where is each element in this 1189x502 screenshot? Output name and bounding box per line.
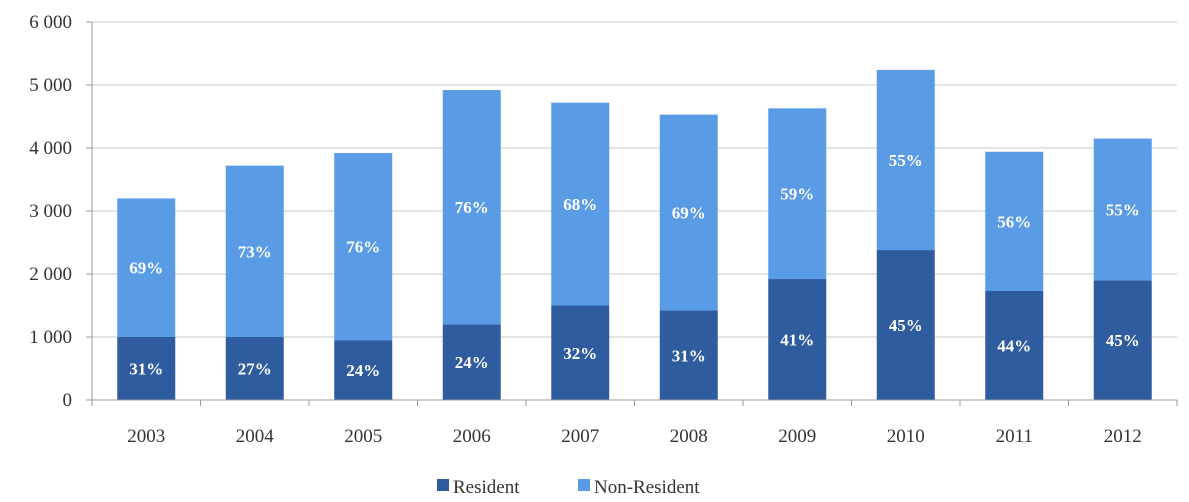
bar-non-resident-2005 (334, 153, 393, 341)
y-tick-label: 6 000 (29, 12, 72, 33)
bar-non-resident-2008 (659, 114, 718, 311)
bar-resident-2006 (442, 324, 501, 400)
data-label: 56% (997, 212, 1031, 231)
data-label: 45% (889, 316, 923, 335)
bar-non-resident-2004 (225, 165, 284, 337)
data-label: 69% (129, 259, 163, 278)
y-tick-label: 4 000 (29, 138, 72, 159)
x-axis-ticks: 2003 2004 2005 2006 2007 2008 2009 2010 2011 2012 (91, 400, 1178, 447)
x-tick-label: 2003 (127, 426, 165, 447)
y-tick-label: 5 000 (29, 75, 72, 96)
data-label: 69% (672, 204, 706, 223)
bar-non-resident-2006 (442, 90, 501, 325)
bar-non-resident-2007 (551, 102, 610, 306)
bar-non-resident-2011 (985, 151, 1044, 292)
data-label: 31% (129, 360, 163, 379)
bars (117, 69, 1152, 400)
x-tick-label: 2008 (670, 426, 708, 447)
data-label: 24% (455, 353, 489, 372)
data-label: 55% (889, 151, 923, 170)
legend-swatch (437, 479, 449, 491)
y-tick-label: 1 000 (29, 327, 72, 348)
bar-resident-2012 (1093, 280, 1152, 400)
data-label: 59% (780, 185, 814, 204)
legend-label: Resident (453, 477, 520, 498)
bar-resident-2004 (225, 337, 284, 400)
bar-resident-2010 (876, 250, 935, 400)
data-label: 68% (563, 195, 597, 214)
bar-resident-2007 (551, 305, 610, 400)
data-label: 44% (997, 337, 1031, 356)
data-label: 41% (780, 331, 814, 350)
x-tick-label: 2007 (561, 426, 599, 447)
x-tick-label: 2011 (996, 426, 1033, 447)
data-label: 45% (1106, 331, 1140, 350)
data-label: 76% (455, 198, 489, 217)
data-label: 31% (672, 346, 706, 365)
data-label: 24% (346, 361, 380, 380)
legend-label: Non-Resident (594, 477, 700, 498)
x-tick-label: 2005 (344, 426, 382, 447)
x-tick-label: 2004 (236, 426, 275, 447)
bar-non-resident-2009 (768, 108, 827, 280)
bar-non-resident-2003 (117, 198, 176, 337)
bar-resident-2011 (985, 291, 1044, 400)
bar-resident-2009 (768, 279, 827, 400)
y-tick-label: 3 000 (29, 201, 72, 222)
y-axis-ticks: 0 1 000 2 000 3 000 4 000 5 000 6 000 (29, 12, 92, 411)
data-label: 73% (238, 242, 272, 261)
data-label: 32% (563, 344, 597, 363)
bar-resident-2008 (659, 310, 718, 400)
bar-resident-2003 (117, 337, 176, 400)
y-tick-label: 2 000 (29, 264, 72, 285)
legend: Resident Non-Resident (437, 477, 700, 498)
x-tick-label: 2009 (778, 426, 816, 447)
bar-resident-2005 (334, 340, 393, 400)
bar-non-resident-2012 (1093, 138, 1152, 281)
legend-swatch (578, 479, 590, 491)
bar-non-resident-2010 (876, 69, 935, 251)
x-tick-label: 2006 (453, 426, 491, 447)
data-label: 76% (346, 238, 380, 257)
x-tick-label: 2010 (887, 426, 925, 447)
x-tick-label: 2012 (1104, 426, 1142, 447)
data-label: 27% (238, 360, 272, 379)
data-label: 55% (1106, 200, 1140, 219)
segment-labels: 31% 69% 27% 73% 24% 76% 24% 76% 32% 68% 31% 69% 41% 5… (129, 151, 1140, 380)
y-tick-label: 0 (63, 390, 73, 411)
